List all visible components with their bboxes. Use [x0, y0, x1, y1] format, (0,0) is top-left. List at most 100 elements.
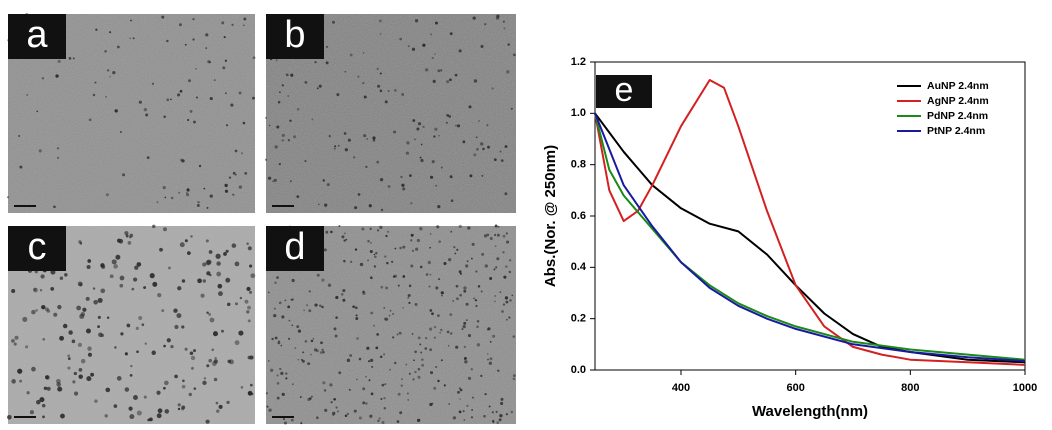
- nanoparticle: [424, 68, 429, 72]
- nanoparticle: [196, 204, 200, 207]
- nanoparticle: [362, 81, 365, 85]
- nanoparticle: [325, 230, 329, 234]
- nanoparticle: [342, 289, 346, 293]
- nanoparticle: [429, 309, 433, 312]
- nanoparticle: [104, 49, 107, 53]
- nanoparticle: [174, 324, 179, 330]
- nanoparticle: [92, 93, 96, 97]
- nanoparticle: [129, 414, 135, 420]
- nanoparticle: [310, 353, 312, 356]
- nanoparticle: [488, 361, 493, 365]
- nanoparticle: [234, 340, 240, 346]
- nanoparticle: [480, 290, 483, 293]
- nanoparticle: [465, 264, 469, 268]
- nanoparticle: [467, 226, 471, 230]
- nanoparticle: [512, 377, 516, 381]
- nanoparticle: [510, 410, 514, 414]
- nanoparticle: [209, 273, 212, 277]
- nanoparticle: [447, 344, 450, 347]
- nanoparticle: [345, 238, 348, 241]
- nanoparticle: [466, 260, 469, 263]
- nanoparticle: [498, 418, 502, 422]
- nanoparticle: [394, 89, 397, 92]
- nanoparticle: [132, 37, 135, 40]
- tem-panels: a b c d: [6, 12, 516, 425]
- nanoparticle: [383, 407, 387, 410]
- nanoparticle: [163, 115, 166, 118]
- nanoparticle: [504, 296, 509, 300]
- nanoparticle: [215, 253, 221, 259]
- nanoparticle: [401, 183, 405, 187]
- nanoparticle: [463, 345, 466, 348]
- nanoparticle: [276, 382, 280, 385]
- nanoparticle: [79, 241, 83, 245]
- nanoparticle: [249, 355, 254, 360]
- nanoparticle: [355, 314, 358, 317]
- nanoparticle: [506, 240, 510, 244]
- nanoparticle: [433, 336, 437, 339]
- nanoparticle: [497, 225, 500, 228]
- nanoparticle: [197, 278, 202, 284]
- nanoparticle: [223, 252, 227, 256]
- nanoparticle: [269, 368, 274, 372]
- nanoparticle: [512, 53, 516, 57]
- nanoparticle: [503, 275, 507, 279]
- nanoparticle: [41, 77, 45, 80]
- nanoparticle: [431, 57, 434, 60]
- nanoparticle: [480, 374, 483, 377]
- nanoparticle: [429, 175, 434, 179]
- nanoparticle: [205, 419, 210, 424]
- nanoparticle: [475, 304, 478, 308]
- nanoparticle: [280, 344, 283, 347]
- nanoparticle: [325, 61, 329, 65]
- nanoparticle: [46, 386, 51, 391]
- nanoparticle: [494, 245, 497, 247]
- nanoparticle: [85, 296, 90, 301]
- nanoparticle: [202, 279, 206, 283]
- series-line: [594, 112, 1026, 362]
- nanoparticle: [369, 358, 374, 363]
- nanoparticle: [97, 325, 100, 329]
- y-tick-label: 1.2: [571, 56, 586, 68]
- nanoparticle: [370, 311, 374, 315]
- nanoparticle: [218, 404, 223, 409]
- nanoparticle: [463, 419, 466, 421]
- nanoparticle: [349, 53, 353, 57]
- nanoparticle: [136, 410, 142, 416]
- nanoparticle: [401, 378, 403, 381]
- x-axis-title: Wavelength(nm): [752, 403, 868, 420]
- nanoparticle: [365, 165, 368, 169]
- nanoparticle: [332, 414, 335, 416]
- panel-label: c: [28, 226, 47, 268]
- nanoparticle: [414, 303, 418, 306]
- nanoparticle: [424, 347, 428, 350]
- nanoparticle: [40, 274, 45, 279]
- nanoparticle: [221, 21, 225, 25]
- nanoparticle: [387, 90, 390, 92]
- nanoparticle: [202, 262, 207, 267]
- nanoparticle: [273, 178, 277, 182]
- nanoparticle: [410, 233, 414, 237]
- nanoparticle: [425, 337, 428, 340]
- nanoparticle: [321, 305, 324, 309]
- nanoparticle: [502, 303, 506, 306]
- nanoparticle: [246, 286, 251, 292]
- nanoparticle: [243, 17, 247, 21]
- nanoparticle: [412, 378, 415, 381]
- nanoparticle: [213, 79, 216, 82]
- nanoparticle: [311, 118, 314, 121]
- nanoparticle: [265, 117, 267, 119]
- nanoparticle: [464, 360, 468, 364]
- x-tick-label: 600: [786, 382, 804, 394]
- nanoparticle: [186, 193, 190, 197]
- nanoparticle: [372, 139, 376, 142]
- nanoparticle: [164, 380, 169, 386]
- nanoparticle: [291, 278, 295, 283]
- nanoparticle: [179, 23, 182, 27]
- nanoparticle: [393, 130, 396, 134]
- nanoparticle: [162, 227, 167, 232]
- legend-label: AgNP 2.4nm: [927, 95, 989, 107]
- nanoparticle: [367, 240, 370, 243]
- nanoparticle: [109, 75, 111, 78]
- nanoparticle: [499, 413, 503, 418]
